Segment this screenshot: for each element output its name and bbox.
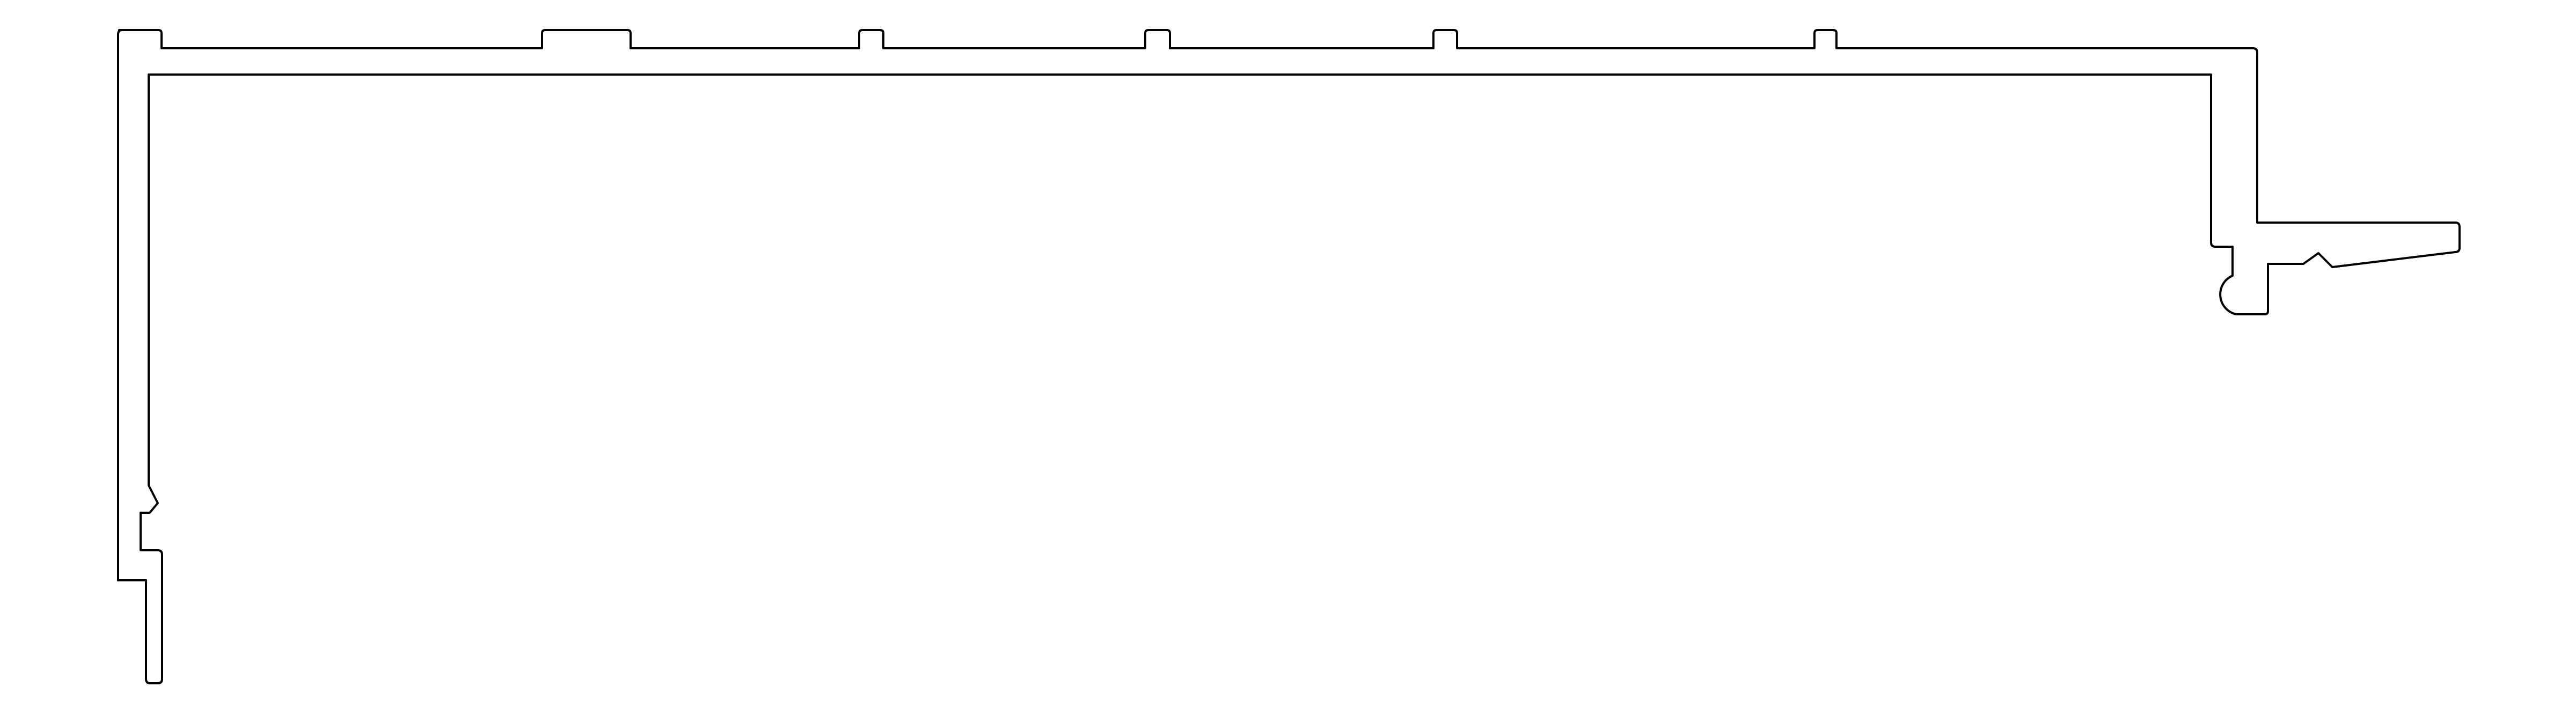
profile-outline: [117, 29, 2461, 684]
